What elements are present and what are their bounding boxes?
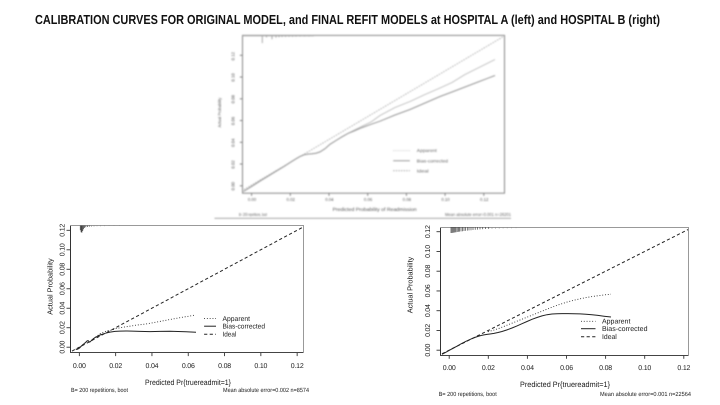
svg-text:0.00: 0.00 — [59, 340, 66, 353]
svg-text:0.10: 0.10 — [441, 197, 450, 202]
svg-text:0.12: 0.12 — [425, 225, 432, 238]
svg-text:Apparent: Apparent — [417, 148, 438, 153]
svg-text:0.06: 0.06 — [59, 282, 66, 295]
svg-text:Bias-corrected: Bias-corrected — [417, 158, 449, 163]
svg-text:0.06: 0.06 — [560, 365, 573, 372]
svg-text:CALIBRATION CURVES FOR ORIGINA: CALIBRATION CURVES FOR ORIGINAL MODEL, a… — [35, 12, 660, 27]
svg-text:0.00: 0.00 — [425, 343, 432, 356]
svg-text:B= 200 repetitions, boot: B= 200 repetitions, boot — [71, 387, 128, 394]
svg-text:Predicted Pr{truereadmit=1}: Predicted Pr{truereadmit=1} — [145, 378, 231, 387]
svg-text:0.10: 0.10 — [638, 365, 651, 372]
svg-text:0.08: 0.08 — [403, 197, 412, 202]
svg-text:0.08: 0.08 — [599, 365, 612, 372]
svg-text:0.12: 0.12 — [480, 197, 489, 202]
svg-text:0.12: 0.12 — [231, 51, 236, 60]
svg-text:0.04: 0.04 — [425, 304, 432, 317]
svg-text:0.00: 0.00 — [443, 365, 456, 372]
svg-text:0.08: 0.08 — [218, 363, 231, 370]
svg-text:0.06: 0.06 — [425, 284, 432, 297]
svg-text:0.02: 0.02 — [109, 363, 122, 370]
svg-text:B= 200 repetitions, boot: B= 200 repetitions, boot — [439, 391, 497, 398]
svg-text:0.08: 0.08 — [425, 264, 432, 277]
svg-text:B= 200 repetitions, boot: B= 200 repetitions, boot — [239, 212, 267, 217]
svg-text:0.02: 0.02 — [425, 324, 432, 337]
svg-text:Ideal: Ideal — [223, 331, 237, 339]
svg-text:Apparent: Apparent — [602, 319, 630, 326]
svg-text:Predicted Pr{truereadmit=1}: Predicted Pr{truereadmit=1} — [520, 380, 610, 389]
svg-text:Mean absolute error=0.001 n=22: Mean absolute error=0.001 n=22564 — [600, 391, 692, 398]
svg-text:0.06: 0.06 — [364, 197, 373, 202]
svg-text:0.04: 0.04 — [231, 138, 236, 147]
svg-text:0.10: 0.10 — [254, 363, 267, 370]
svg-text:0.00: 0.00 — [248, 197, 257, 202]
svg-text:Apparent: Apparent — [223, 316, 251, 323]
svg-text:0.00: 0.00 — [73, 363, 86, 370]
svg-text:0.10: 0.10 — [59, 243, 66, 256]
svg-text:0.00: 0.00 — [231, 181, 236, 190]
svg-text:0.12: 0.12 — [677, 365, 690, 372]
svg-text:Bias-corrected: Bias-corrected — [223, 323, 266, 331]
svg-text:0.08: 0.08 — [59, 263, 66, 276]
svg-text:Predicted Probability of Readm: Predicted Probability of Readmission — [333, 207, 417, 213]
svg-text:0.08: 0.08 — [231, 94, 236, 103]
svg-text:0.02: 0.02 — [59, 321, 66, 334]
svg-text:0.10: 0.10 — [231, 73, 236, 82]
svg-text:0.12: 0.12 — [291, 363, 304, 370]
svg-text:0.04: 0.04 — [59, 302, 66, 315]
svg-text:Actual Probability: Actual Probability — [217, 97, 222, 128]
svg-text:0.04: 0.04 — [325, 197, 334, 202]
svg-text:0.02: 0.02 — [287, 197, 296, 202]
svg-text:0.02: 0.02 — [231, 160, 236, 169]
svg-text:Actual Probability: Actual Probability — [405, 256, 414, 313]
svg-text:Mean absolute error=0.002 n=85: Mean absolute error=0.002 n=8574 — [223, 387, 310, 394]
svg-text:0.12: 0.12 — [59, 224, 66, 237]
svg-text:Bias-corrected: Bias-corrected — [602, 325, 648, 333]
svg-text:0.06: 0.06 — [231, 116, 236, 125]
svg-text:Mean absolute error=0.001 n=26: Mean absolute error=0.001 n=26201 — [445, 212, 512, 217]
svg-text:0.06: 0.06 — [182, 363, 195, 370]
svg-text:0.02: 0.02 — [482, 365, 495, 372]
svg-text:0.04: 0.04 — [146, 363, 159, 370]
svg-text:Ideal: Ideal — [417, 168, 429, 173]
svg-text:0.04: 0.04 — [521, 365, 534, 372]
svg-text:Ideal: Ideal — [602, 333, 617, 341]
svg-text:Actual Probability: Actual Probability — [46, 258, 55, 315]
svg-text:0.10: 0.10 — [425, 245, 432, 258]
